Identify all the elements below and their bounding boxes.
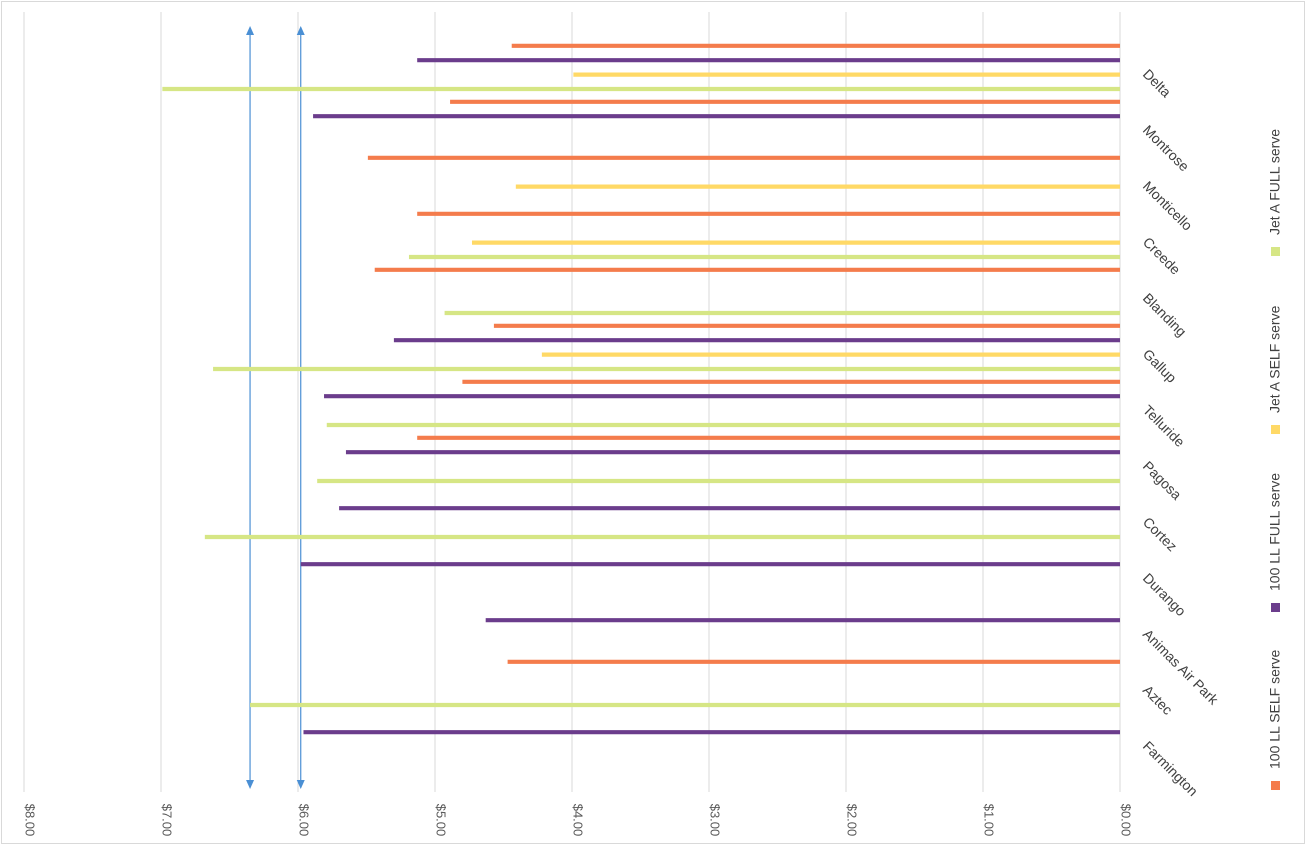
x-tick-label: $1.00	[982, 804, 997, 837]
x-tick-label: $4.00	[571, 804, 586, 837]
arrow-head-down	[246, 780, 255, 789]
x-tick-label: $0.00	[1119, 804, 1134, 837]
annotation-arrows	[246, 26, 305, 789]
arrow-head-up	[296, 26, 305, 35]
legend-swatch	[1271, 781, 1280, 790]
legend-swatch	[1271, 425, 1280, 434]
arrow-head-down	[296, 780, 305, 789]
x-tick-label: $8.00	[23, 804, 38, 837]
x-tick-label: $2.00	[845, 804, 860, 837]
legend-label: 100 LL FULL serve	[1267, 473, 1283, 591]
x-tick-label: $3.00	[708, 804, 723, 837]
legend-swatch	[1271, 603, 1280, 612]
legend-label: 100 LL SELF serve	[1267, 649, 1283, 769]
x-tick-label: $7.00	[160, 804, 175, 837]
x-tick-labels: $0.00 $1.00 $2.00 $3.00 $4.00 $5.00 $6.00 $7.00…	[23, 804, 1134, 837]
bars	[162, 43, 1120, 735]
legend-label: Jet A SELF serve	[1267, 305, 1283, 413]
legend-swatch	[1271, 247, 1280, 256]
arrow-head-up	[246, 26, 255, 35]
legend-label: Jet A FULL serve	[1267, 129, 1283, 235]
grid-lines	[23, 12, 1121, 792]
legend: 100 LL SELF serve 100 LL FULL serve Jet A …	[1267, 129, 1283, 790]
x-tick-label: $5.00	[434, 804, 449, 837]
x-tick-label: $6.00	[297, 804, 312, 837]
